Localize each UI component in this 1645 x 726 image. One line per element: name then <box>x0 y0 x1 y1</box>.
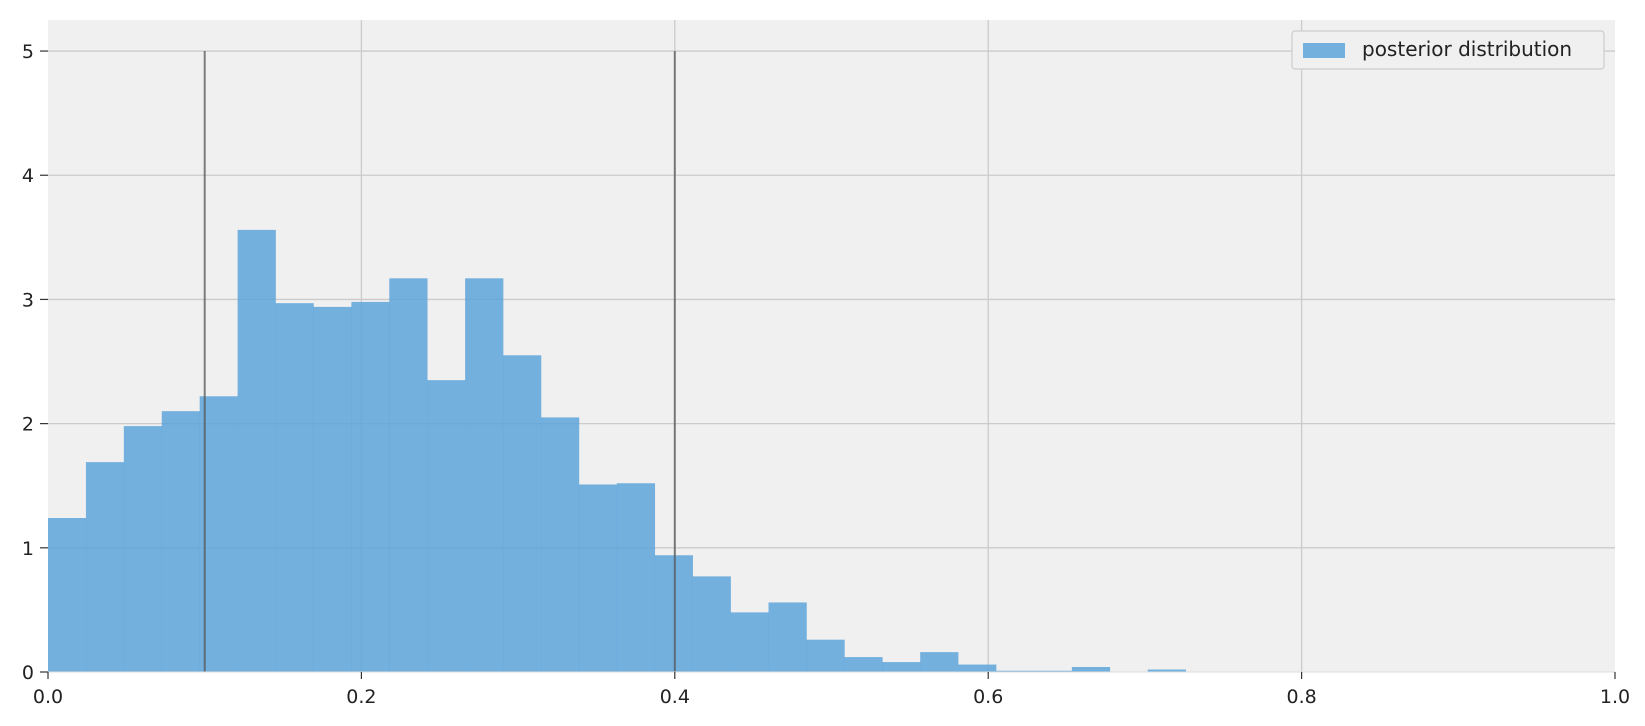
y-tick-label: 0 <box>22 662 34 684</box>
histogram-bar <box>465 278 503 672</box>
x-tick-label: 0.6 <box>973 686 1003 708</box>
histogram-bar <box>351 302 389 672</box>
histogram-bar <box>1072 667 1110 672</box>
histogram-bar <box>769 602 807 672</box>
x-tick-label: 0.4 <box>660 686 690 708</box>
histogram-bar <box>693 576 731 672</box>
x-tick-label: 1.0 <box>1600 686 1630 708</box>
y-tick-label: 1 <box>22 538 34 560</box>
histogram-bar <box>124 426 162 672</box>
histogram-bar <box>313 307 351 672</box>
histogram-bar <box>806 640 844 672</box>
histogram-bar <box>48 518 86 672</box>
histogram-bar <box>617 483 655 672</box>
histogram-bar <box>503 355 541 672</box>
legend-label: posterior distribution <box>1362 37 1572 61</box>
y-tick-label: 4 <box>22 165 34 187</box>
x-tick-label: 0.2 <box>346 686 376 708</box>
histogram-bar <box>389 278 427 672</box>
legend-swatch <box>1303 43 1345 58</box>
histogram-bar <box>844 657 882 672</box>
y-axis-ticks: 0 1 2 3 4 5 <box>22 41 48 684</box>
histogram-bar <box>238 230 276 672</box>
histogram-bar <box>731 612 769 672</box>
legend: posterior distribution <box>1292 31 1604 69</box>
histogram-bar <box>162 411 200 672</box>
histogram-bar <box>958 665 996 672</box>
x-tick-label: 0.0 <box>33 686 63 708</box>
histogram-bar <box>579 484 617 672</box>
histogram-bar <box>86 462 124 672</box>
histogram-bar <box>920 652 958 672</box>
histogram-bar <box>541 417 579 672</box>
histogram-bar <box>276 303 314 672</box>
x-axis-ticks: 0.0 0.2 0.4 0.6 0.8 1.0 <box>33 672 1630 708</box>
y-tick-label: 5 <box>22 41 34 63</box>
histogram-bar <box>427 380 465 672</box>
y-tick-label: 3 <box>22 289 34 311</box>
y-tick-label: 2 <box>22 414 34 436</box>
histogram-bar <box>882 662 920 672</box>
x-tick-label: 0.8 <box>1286 686 1316 708</box>
